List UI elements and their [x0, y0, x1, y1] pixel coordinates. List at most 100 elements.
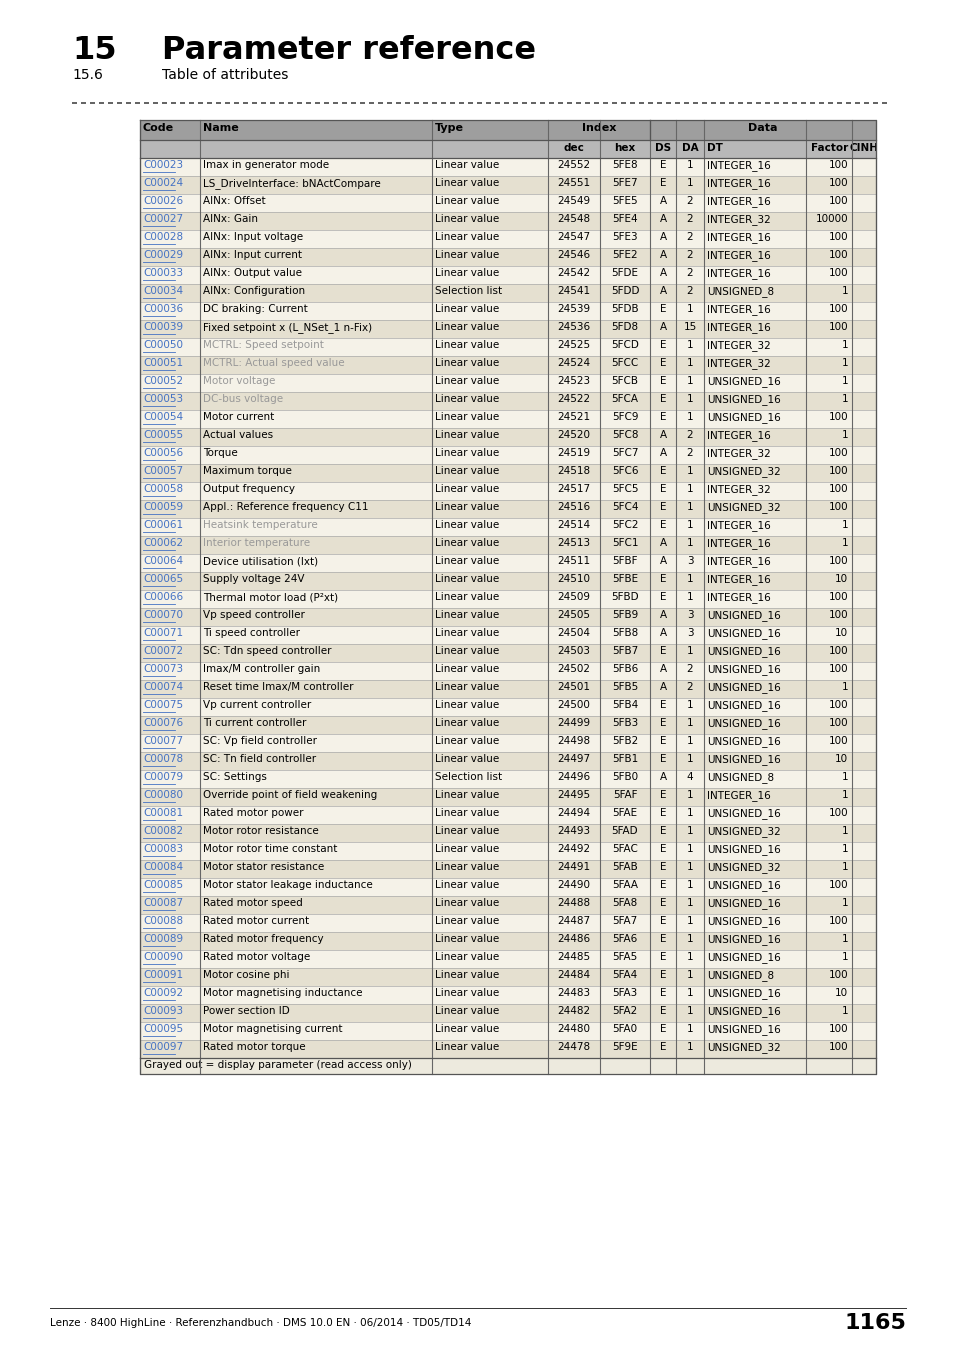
- Text: 1: 1: [686, 1025, 693, 1034]
- Text: 100: 100: [827, 502, 847, 512]
- Text: C00027: C00027: [143, 215, 183, 224]
- Text: 24549: 24549: [557, 196, 590, 207]
- Text: Linear value: Linear value: [435, 809, 498, 818]
- Text: Motor stator resistance: Motor stator resistance: [203, 863, 324, 872]
- Text: INTEGER_32: INTEGER_32: [706, 448, 770, 459]
- Text: 1: 1: [841, 539, 847, 548]
- Text: Torque: Torque: [203, 448, 237, 458]
- Text: UNSIGNED_16: UNSIGNED_16: [706, 844, 780, 855]
- Text: 5FE2: 5FE2: [612, 250, 638, 261]
- Bar: [140, 1058, 875, 1075]
- Text: 24480: 24480: [557, 1025, 590, 1034]
- Text: 100: 100: [827, 304, 847, 315]
- Text: INTEGER_32: INTEGER_32: [706, 215, 770, 225]
- Bar: [140, 842, 875, 860]
- Text: UNSIGNED_16: UNSIGNED_16: [706, 647, 780, 657]
- Text: Linear value: Linear value: [435, 934, 498, 944]
- Text: 2: 2: [686, 664, 693, 674]
- Text: C00087: C00087: [143, 898, 183, 909]
- Text: 1: 1: [841, 358, 847, 369]
- Bar: [140, 446, 875, 464]
- Text: 100: 100: [827, 1025, 847, 1034]
- Text: Linear value: Linear value: [435, 377, 498, 386]
- Text: 1: 1: [841, 772, 847, 782]
- Text: Linear value: Linear value: [435, 574, 498, 585]
- Text: 100: 100: [827, 593, 847, 602]
- Text: 24541: 24541: [557, 286, 590, 296]
- Text: 3: 3: [686, 628, 693, 639]
- Bar: [140, 608, 875, 626]
- Text: UNSIGNED_16: UNSIGNED_16: [706, 1025, 780, 1035]
- Text: 100: 100: [827, 448, 847, 458]
- Text: C00091: C00091: [143, 971, 183, 980]
- Text: Interior temperature: Interior temperature: [203, 539, 310, 548]
- Bar: [140, 158, 875, 176]
- Bar: [140, 482, 875, 500]
- Text: Index: Index: [581, 123, 616, 134]
- Text: 1: 1: [841, 844, 847, 855]
- Text: Linear value: Linear value: [435, 664, 498, 674]
- Text: 1: 1: [686, 1042, 693, 1052]
- Text: C00081: C00081: [143, 809, 183, 818]
- Text: Linear value: Linear value: [435, 682, 498, 693]
- Text: Linear value: Linear value: [435, 736, 498, 747]
- Text: Linear value: Linear value: [435, 466, 498, 477]
- Text: C00090: C00090: [143, 952, 183, 963]
- Text: Linear value: Linear value: [435, 340, 498, 350]
- Text: Motor rotor time constant: Motor rotor time constant: [203, 844, 337, 855]
- Text: UNSIGNED_16: UNSIGNED_16: [706, 809, 780, 819]
- Text: 24488: 24488: [557, 898, 590, 909]
- Text: Linear value: Linear value: [435, 323, 498, 332]
- Bar: [140, 680, 875, 698]
- Bar: [140, 176, 875, 194]
- Text: INTEGER_16: INTEGER_16: [706, 520, 770, 531]
- Text: 24504: 24504: [557, 628, 590, 639]
- Text: 24491: 24491: [557, 863, 590, 872]
- Text: 1: 1: [841, 1006, 847, 1017]
- Text: Factor: Factor: [810, 143, 847, 153]
- Bar: [140, 212, 875, 230]
- Text: 100: 100: [827, 701, 847, 710]
- Text: E: E: [659, 898, 665, 909]
- Text: 5FA8: 5FA8: [612, 898, 637, 909]
- Text: 24513: 24513: [557, 539, 590, 548]
- Text: 2: 2: [686, 286, 693, 296]
- Text: UNSIGNED_16: UNSIGNED_16: [706, 664, 780, 675]
- Text: Lenze · 8400 HighLine · Referenzhandbuch · DMS 10.0 EN · 06/2014 · TD05/TD14: Lenze · 8400 HighLine · Referenzhandbuch…: [50, 1318, 471, 1328]
- Text: 5FB5: 5FB5: [611, 682, 638, 693]
- Text: 1: 1: [686, 988, 693, 998]
- Text: UNSIGNED_16: UNSIGNED_16: [706, 880, 780, 891]
- Text: 1: 1: [686, 898, 693, 909]
- Text: 1: 1: [686, 809, 693, 818]
- Text: SC: Tn field controller: SC: Tn field controller: [203, 755, 315, 764]
- Text: 24539: 24539: [557, 304, 590, 315]
- Text: 1: 1: [841, 286, 847, 296]
- Text: C00036: C00036: [143, 304, 183, 315]
- Text: 100: 100: [827, 917, 847, 926]
- Text: 5FBE: 5FBE: [611, 574, 638, 585]
- Text: C00082: C00082: [143, 826, 183, 836]
- Text: A: A: [659, 269, 666, 278]
- Text: Rated motor speed: Rated motor speed: [203, 898, 302, 909]
- Text: C00034: C00034: [143, 286, 183, 296]
- Text: Linear value: Linear value: [435, 701, 498, 710]
- Text: E: E: [659, 412, 665, 423]
- Text: 24500: 24500: [557, 701, 590, 710]
- Text: 24516: 24516: [557, 502, 590, 512]
- Text: C00066: C00066: [143, 593, 183, 602]
- Bar: [140, 914, 875, 931]
- Text: 10: 10: [834, 988, 847, 998]
- Text: 24511: 24511: [557, 556, 590, 566]
- Text: E: E: [659, 880, 665, 890]
- Text: E: E: [659, 647, 665, 656]
- Text: Rated motor torque: Rated motor torque: [203, 1042, 305, 1052]
- Text: MCTRL: Speed setpoint: MCTRL: Speed setpoint: [203, 340, 323, 350]
- Text: C00093: C00093: [143, 1006, 183, 1017]
- Text: UNSIGNED_32: UNSIGNED_32: [706, 502, 780, 513]
- Text: 1: 1: [841, 520, 847, 531]
- Text: CINH: CINH: [848, 143, 878, 153]
- Text: 24499: 24499: [557, 718, 590, 728]
- Text: C00074: C00074: [143, 682, 183, 693]
- Bar: [140, 644, 875, 662]
- Text: 24503: 24503: [557, 647, 590, 656]
